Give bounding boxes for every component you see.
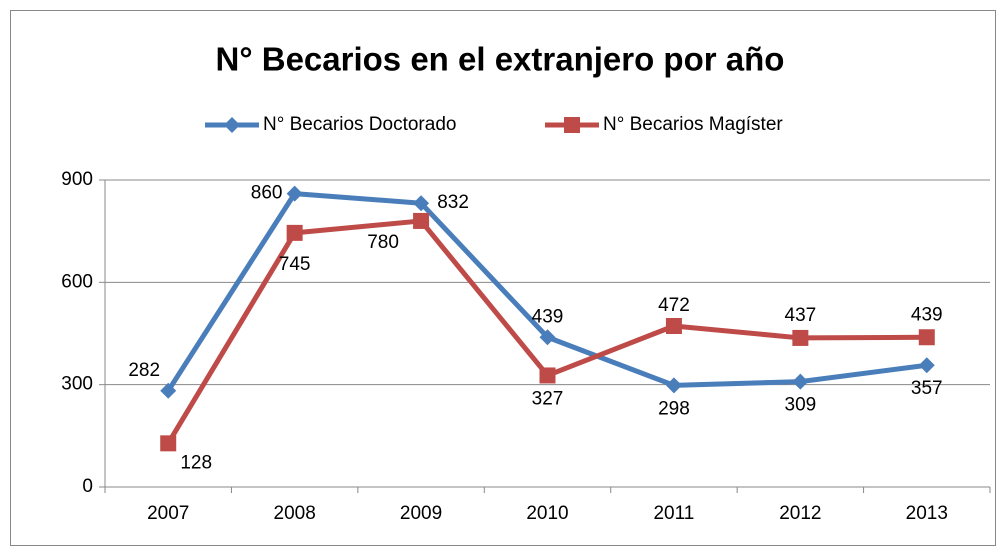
marker	[286, 185, 303, 202]
y-tick-label: 600	[61, 271, 93, 292]
data-label: 282	[128, 360, 160, 381]
data-label: 472	[658, 295, 690, 316]
x-tick-label: 2013	[906, 503, 948, 524]
x-tick-label: 2010	[526, 503, 568, 524]
chart-frame	[10, 10, 996, 546]
data-label: 128	[180, 452, 212, 473]
x-tick-label: 2007	[147, 503, 189, 524]
x-tick-label: 2011	[653, 503, 694, 524]
chart-title: N° Becarios en el extranjero por año	[216, 41, 785, 78]
data-label: 832	[437, 192, 469, 213]
y-tick-label: 300	[61, 374, 93, 395]
marker	[792, 329, 809, 346]
y-tick-label: 0	[82, 476, 93, 497]
x-tick-label: 2008	[274, 503, 316, 524]
marker	[665, 317, 682, 334]
x-tick-label: 2009	[400, 503, 442, 524]
data-label: 357	[911, 378, 943, 399]
legend-label: N° Becarios Magíster	[603, 114, 783, 135]
data-label: 437	[785, 305, 817, 326]
legend-marker	[564, 117, 580, 133]
data-label: 860	[251, 183, 283, 204]
marker	[413, 195, 430, 212]
marker	[918, 329, 935, 346]
data-label: 309	[785, 395, 817, 416]
marker	[286, 224, 303, 241]
marker	[539, 329, 556, 346]
x-tick-label: 2012	[779, 503, 821, 524]
marker	[160, 382, 177, 399]
data-label: 439	[532, 306, 564, 327]
marker	[413, 212, 430, 229]
marker	[792, 373, 809, 390]
data-label: 745	[279, 254, 311, 275]
legend-marker	[224, 117, 240, 133]
marker	[918, 357, 935, 374]
marker	[160, 435, 177, 452]
marker	[539, 367, 556, 384]
data-label: 327	[532, 388, 564, 409]
y-tick-label: 900	[61, 169, 93, 190]
data-label: 780	[367, 232, 399, 253]
data-label: 298	[658, 398, 690, 419]
legend-label: N° Becarios Doctorado	[263, 114, 456, 135]
marker	[665, 377, 682, 394]
data-label: 439	[911, 304, 943, 325]
